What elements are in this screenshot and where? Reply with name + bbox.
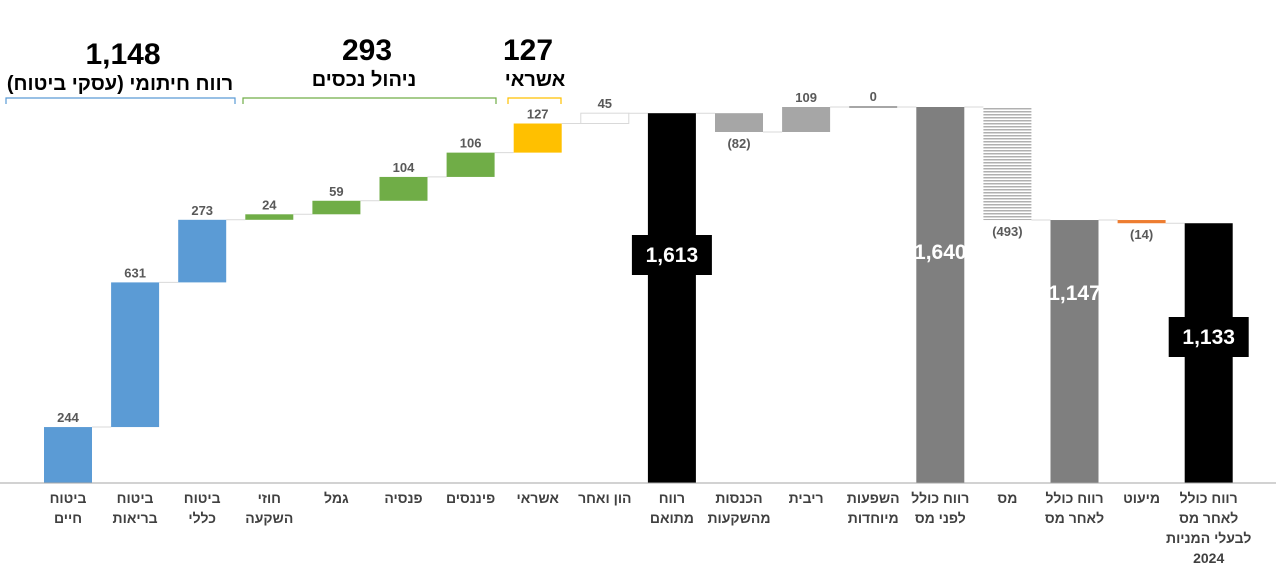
group-header-credit: 127 אשראי bbox=[503, 34, 566, 104]
category-label-16: מיעוט bbox=[1123, 490, 1160, 506]
group-bracket-asset-management bbox=[242, 97, 497, 104]
category-labels: ביטוח חיים ביטוח בריאות ביטוח כללי חוזי השקעה גמ… bbox=[50, 490, 1252, 566]
group-label-underwriting: רווח חיתומי (עסקי ביטוח) bbox=[7, 73, 233, 95]
category-label-7: אשראי bbox=[517, 490, 560, 506]
category-label-8: הון ואחר bbox=[578, 490, 631, 506]
group-label-asset-management: ניהול נכסים bbox=[312, 69, 417, 91]
category-label-3: חוזי השקעה bbox=[245, 490, 293, 526]
value-labels: 244 631 273 24 59 104 106 127 45 1,613 (82) 109 0 1,6… bbox=[57, 89, 1249, 425]
bar-8 bbox=[580, 112, 630, 125]
value-label-4: 59 bbox=[329, 184, 343, 199]
bar-7 bbox=[513, 123, 562, 153]
category-label-10: הכנסות מהשקעות bbox=[708, 490, 771, 526]
value-label-1: 631 bbox=[124, 265, 146, 280]
bar-13 bbox=[916, 107, 965, 483]
value-label-0: 244 bbox=[57, 410, 79, 425]
group-total-asset-management: 293 bbox=[342, 34, 392, 67]
value-label-13: 1,640 bbox=[914, 241, 967, 264]
value-label-5: 104 bbox=[393, 160, 415, 175]
group-total-credit: 127 bbox=[503, 34, 553, 67]
category-label-14: מס bbox=[997, 490, 1017, 506]
category-label-11: ריבית bbox=[789, 490, 824, 506]
group-bracket-credit bbox=[507, 97, 562, 104]
value-label-2: 273 bbox=[191, 203, 213, 218]
category-label-0: ביטוח חיים bbox=[50, 490, 87, 526]
bar-1 bbox=[111, 282, 160, 428]
value-label-9: 1,613 bbox=[646, 244, 699, 267]
total-label-box-9 bbox=[631, 235, 712, 275]
category-label-5: פנסיה bbox=[384, 490, 422, 506]
category-label-17: רווח כולל לאחר מס לבעלי המניות 2024 bbox=[1166, 490, 1251, 566]
connector-lines bbox=[92, 106, 1185, 428]
value-label-6: 106 bbox=[460, 136, 482, 151]
category-label-15: רווח כולל לאחר מס bbox=[1045, 490, 1104, 526]
category-label-1: ביטוח בריאות bbox=[113, 490, 158, 526]
value-label-11: 109 bbox=[795, 90, 817, 105]
value-label-12: 0 bbox=[870, 89, 877, 104]
bar-16 bbox=[1117, 220, 1166, 224]
value-label-7: 127 bbox=[527, 107, 549, 122]
bar-4 bbox=[312, 200, 361, 215]
bar-10 bbox=[715, 113, 763, 132]
bar-5 bbox=[379, 176, 428, 201]
group-total-underwriting: 1,148 bbox=[85, 38, 160, 71]
value-label-14: (493) bbox=[992, 224, 1022, 239]
value-label-16: (14) bbox=[1130, 227, 1153, 242]
bar-15 bbox=[1050, 220, 1099, 483]
group-bracket-underwriting bbox=[5, 97, 236, 104]
group-label-credit: אשראי bbox=[505, 69, 566, 91]
category-label-4: גמל bbox=[324, 490, 349, 506]
bar-2 bbox=[178, 219, 227, 283]
value-label-15: 1,147 bbox=[1048, 282, 1101, 305]
category-label-9: רווח מתואם bbox=[650, 490, 694, 526]
bar-14 bbox=[983, 107, 1032, 221]
bar-9 bbox=[647, 113, 696, 483]
value-label-3: 24 bbox=[262, 197, 277, 212]
value-label-10: (82) bbox=[727, 136, 750, 151]
category-label-6: פיננסים bbox=[446, 490, 495, 506]
category-label-12: השפעות מיוחדות bbox=[847, 490, 900, 526]
group-header-underwriting: 1,148 רווח חיתומי (עסקי ביטוח) bbox=[5, 38, 236, 104]
value-label-8: 45 bbox=[598, 96, 612, 111]
category-label-2: ביטוח כללי bbox=[184, 490, 221, 526]
bar-0 bbox=[44, 427, 92, 483]
bar-11 bbox=[782, 107, 831, 132]
value-label-17: 1,133 bbox=[1182, 326, 1235, 349]
group-header-asset-management: 293 ניהול נכסים bbox=[242, 34, 497, 104]
bar-6 bbox=[446, 152, 495, 177]
bar-12 bbox=[849, 106, 898, 108]
category-label-13: רווח כולל לפני מס bbox=[911, 490, 969, 526]
bar-3 bbox=[245, 214, 294, 220]
total-label-box-17 bbox=[1168, 317, 1249, 357]
